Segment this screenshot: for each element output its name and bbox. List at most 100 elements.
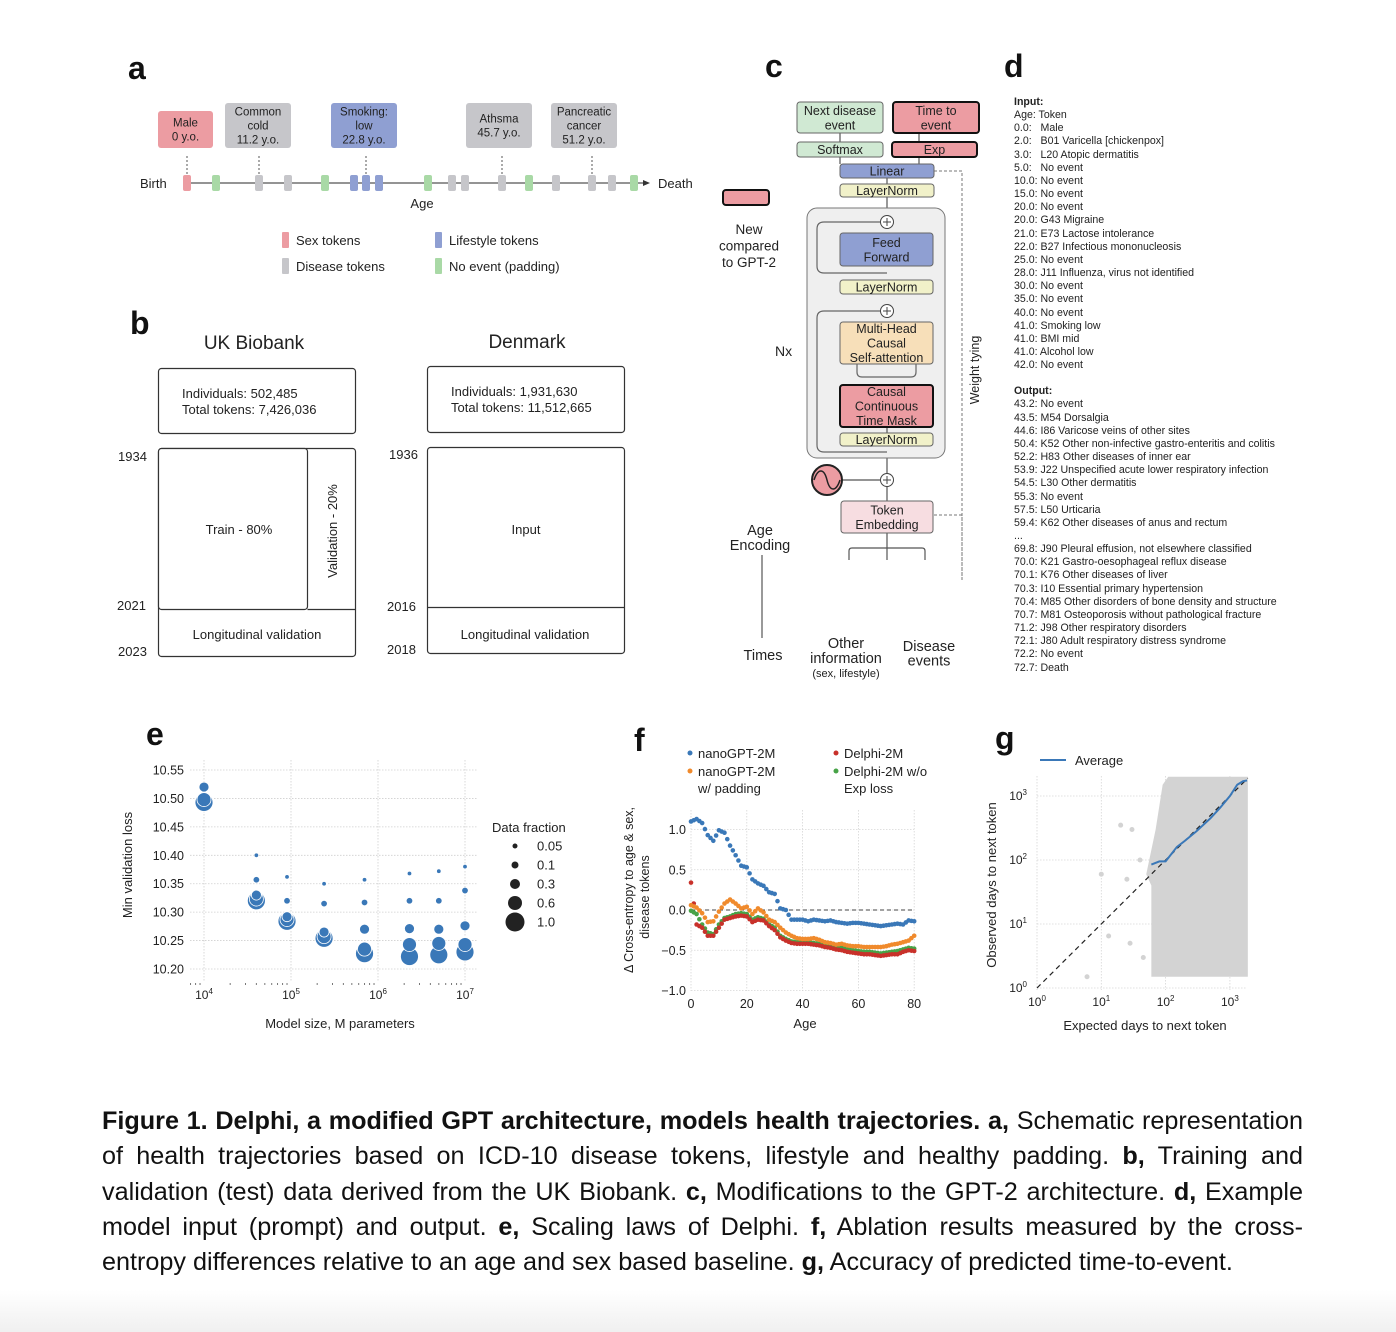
tick-exponent: 5 bbox=[295, 987, 300, 996]
x-tick-label: 100 bbox=[1028, 994, 1046, 1009]
figure-caption: Figure 1. Delphi, a modified GPT archite… bbox=[102, 1104, 1303, 1280]
event-label: Common bbox=[235, 107, 282, 119]
token-disease bbox=[588, 175, 596, 191]
tick-base: 10 bbox=[1009, 917, 1023, 931]
x-tick-label: 107 bbox=[456, 987, 474, 1002]
data-point-fraction-0.1 bbox=[320, 899, 328, 908]
dk-summary-box bbox=[426, 365, 626, 434]
average-line bbox=[1150, 779, 1248, 866]
y-tick-label: 10.30 bbox=[153, 906, 184, 920]
input-line: 30.0: No event bbox=[1014, 280, 1083, 293]
dk-input-label: Input bbox=[512, 522, 541, 537]
legend-marker bbox=[833, 768, 839, 774]
input-line: 21.0: E73 Lactose intolerance bbox=[1014, 227, 1155, 240]
scatter-point bbox=[1098, 871, 1104, 877]
legend-label: Delphi-2M w/o bbox=[844, 764, 927, 779]
legend-label: Disease tokens bbox=[296, 259, 385, 274]
token-disease bbox=[461, 175, 469, 191]
token-lifestyle bbox=[350, 175, 358, 191]
legend-label: Delphi-2M bbox=[844, 746, 903, 761]
panel-a-timeline: Male 0 y.o. Common cold 11.2 y.o. Smoking: low… bbox=[140, 103, 693, 274]
x-tick-label: 103 bbox=[1221, 994, 1239, 1009]
y-axis-label: Δ Cross-entropy to age & sex, bbox=[622, 807, 636, 973]
data-point-delphi-2m bbox=[719, 921, 724, 926]
token-disease bbox=[552, 175, 560, 191]
legend-new-label: compared bbox=[719, 239, 779, 254]
tick-base: 10 bbox=[456, 988, 470, 1002]
tick-exponent: 0 bbox=[1041, 994, 1046, 1003]
scatter-point bbox=[1137, 857, 1143, 863]
y-axis-label: Observed days to next token bbox=[984, 802, 999, 967]
tick-exponent: 6 bbox=[382, 987, 387, 996]
other-information-label: information bbox=[810, 651, 882, 667]
data-point-nanogpt-2m bbox=[747, 871, 752, 876]
y-tick-label: 103 bbox=[1009, 788, 1027, 803]
data-point-fraction-0.6 bbox=[357, 941, 372, 957]
token-padding bbox=[424, 175, 432, 191]
event-label: 0 y.o. bbox=[172, 132, 199, 144]
token-lifestyle bbox=[362, 175, 370, 191]
x-axis-label: Model size, M parameters bbox=[265, 1016, 415, 1031]
x-tick-label: 101 bbox=[1092, 994, 1110, 1009]
input-line: 22.0: B27 Infectious mononucleosis bbox=[1014, 240, 1182, 253]
panel-d-example: Input: Age: Token 0.0: Male 2.0: B01 Varic… bbox=[1014, 96, 1277, 675]
uk-year-end: 2023 bbox=[118, 644, 147, 659]
data-point-delphi-2m bbox=[747, 916, 752, 922]
exp-layer bbox=[891, 141, 978, 158]
event-label: Athsma bbox=[480, 114, 520, 126]
legend-marker bbox=[505, 912, 525, 932]
output-line: 72.7: Death bbox=[1014, 661, 1069, 674]
x-tick-label: 106 bbox=[369, 987, 387, 1002]
panel-label-b: b bbox=[130, 305, 150, 341]
output-line: 72.1: J80 Adult respiratory distress syn… bbox=[1014, 635, 1226, 648]
legend-marker bbox=[687, 750, 693, 756]
scatter-point bbox=[1124, 876, 1130, 882]
token-sex bbox=[183, 175, 191, 191]
output-line: 44.6: I86 Varicose veins of other sites bbox=[1014, 424, 1190, 437]
layernorm-1 bbox=[839, 432, 934, 447]
panel-label-c: c bbox=[765, 48, 783, 84]
tick-base: 10 bbox=[1157, 995, 1171, 1009]
panel-label-e: e bbox=[146, 716, 164, 752]
output-line: 50.4: K52 Other non-infective gastro-ent… bbox=[1014, 437, 1275, 450]
data-point-fraction-0.3 bbox=[281, 911, 293, 923]
legend-label: 0.05 bbox=[537, 839, 562, 854]
next-disease-output-label: event bbox=[825, 118, 856, 132]
y-tick-label: 101 bbox=[1009, 916, 1027, 931]
data-point-nanogpt-2m bbox=[730, 848, 736, 853]
tick-exponent: 0 bbox=[1023, 980, 1028, 989]
legend-label: Exp loss bbox=[844, 781, 894, 796]
layernorm-final-label: LayerNorm bbox=[856, 184, 918, 198]
input-line: 35.0: No event bbox=[1014, 293, 1083, 306]
layernorm-1-label: LayerNorm bbox=[856, 433, 918, 447]
panel-b-datasets: UK Biobank Individuals: 502,485 Total to… bbox=[117, 332, 626, 659]
data-point-fraction-0.6 bbox=[431, 936, 447, 951]
data-point-fraction-0.3 bbox=[433, 923, 445, 935]
tick-exponent: 4 bbox=[208, 987, 213, 996]
legend-marker bbox=[687, 768, 693, 774]
caption-text: Accuracy of predicted time-to-event. bbox=[824, 1248, 1233, 1277]
token-embedding-label: Embedding bbox=[855, 518, 918, 532]
dk-longitudinal-label: Longitudinal validation bbox=[461, 627, 590, 642]
output-list: 43.2: No event 43.5: M54 Dorsalgia 44.6: I… bbox=[1014, 398, 1277, 674]
caption-bold: g, bbox=[801, 1248, 825, 1277]
y-tick-label: 10.35 bbox=[153, 877, 184, 891]
caption-bold: b, bbox=[1122, 1142, 1145, 1171]
data-point-nanogpt-2m bbox=[727, 843, 733, 848]
weight-tying-line bbox=[933, 170, 963, 580]
input-line: 3.0: L20 Atopic dermatitis bbox=[1014, 148, 1139, 161]
data-point-fraction-0.05 bbox=[436, 868, 442, 874]
caption-bold: a, bbox=[987, 1107, 1009, 1135]
data-point-nanogpt-2m bbox=[736, 858, 741, 863]
tick-base: 10 bbox=[1009, 789, 1023, 803]
data-point-nanogpt-2m-w-padding bbox=[747, 908, 752, 913]
uk-title: UK Biobank bbox=[204, 333, 305, 354]
tick-base: 10 bbox=[282, 988, 296, 1002]
weight-tying-label: Weight tying bbox=[968, 336, 982, 405]
scatter-point bbox=[1127, 940, 1133, 946]
data-point-fraction-0.05 bbox=[462, 863, 468, 870]
layernorm-final bbox=[839, 183, 935, 198]
dk-year-mid: 2016 bbox=[387, 599, 416, 614]
residual-connection bbox=[816, 221, 887, 274]
